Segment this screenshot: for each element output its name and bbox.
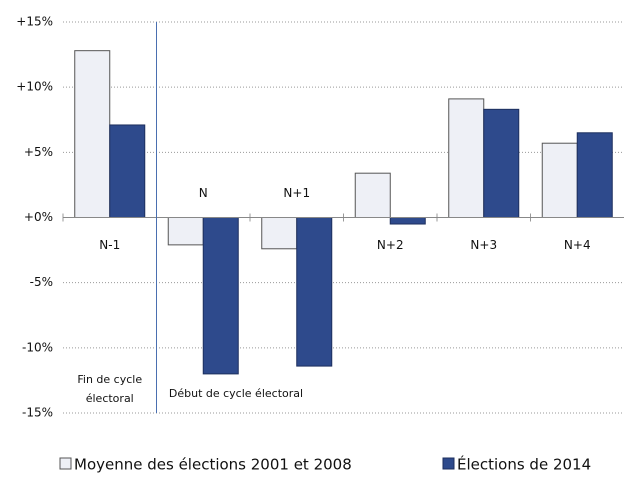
bar: [261, 217, 298, 250]
bar: [541, 142, 578, 219]
y-tick-label: -10%: [22, 340, 53, 354]
y-tick-label: -5%: [30, 275, 53, 289]
legend-label: Moyenne des élections 2001 et 2008: [74, 456, 352, 474]
annotation: Fin de cycle: [77, 373, 142, 386]
bar: [389, 217, 426, 225]
y-tick-label: -15%: [22, 406, 53, 420]
bar: [109, 124, 146, 218]
y-tick-label: +0%: [24, 210, 53, 224]
bar: [448, 98, 485, 218]
bar: [354, 172, 391, 218]
y-tick-label: +15%: [16, 15, 53, 29]
y-tick-label: +10%: [16, 80, 53, 94]
bar: [167, 217, 204, 246]
x-tick-label: N+4: [564, 238, 591, 252]
x-tick-label: N-1: [99, 238, 120, 252]
x-tick-label: N+2: [377, 238, 404, 252]
legend-swatch: [442, 457, 455, 470]
x-tick-label: N+1: [283, 186, 310, 200]
x-tick-label: N: [199, 186, 208, 200]
y-tick-label: +5%: [24, 145, 53, 159]
bar: [296, 217, 333, 367]
bar: [202, 217, 239, 375]
bar: [74, 50, 111, 218]
annotation: Début de cycle électoral: [169, 387, 303, 400]
legend-label: Élections de 2014: [457, 455, 591, 474]
annotation: électoral: [86, 392, 134, 405]
legend-swatch: [59, 457, 72, 470]
bar: [576, 132, 613, 219]
x-tick-label: N+3: [470, 238, 497, 252]
bar: [483, 108, 520, 218]
